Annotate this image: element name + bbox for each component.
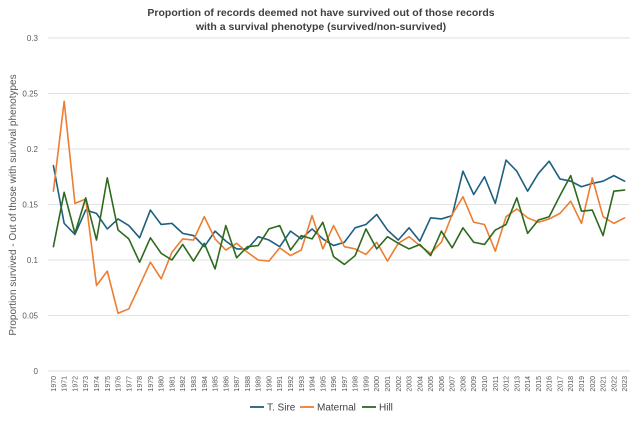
- x-tick-label: 2010: [482, 376, 489, 392]
- chart-title-line1: Proportion of records deemed not have su…: [147, 7, 495, 19]
- x-tick-label: 1983: [191, 376, 198, 392]
- y-tick-label: 0.15: [22, 201, 38, 210]
- y-tick-label: 0.25: [22, 90, 38, 99]
- y-tick-label: 0: [34, 367, 39, 376]
- x-tick-label: 2006: [439, 376, 446, 392]
- x-tick-label: 1993: [299, 376, 306, 392]
- x-tick-label: 1981: [169, 376, 176, 392]
- legend-label: Maternal: [317, 403, 356, 414]
- x-tick-label: 2023: [622, 376, 629, 392]
- x-tick-label: 2009: [471, 376, 478, 392]
- x-tick-label: 2008: [460, 376, 467, 392]
- x-tick-label: 2018: [568, 376, 575, 392]
- x-tick-label: 2002: [396, 376, 403, 392]
- series-line-maternal: [52, 100, 626, 315]
- x-tick-label: 1979: [148, 376, 155, 392]
- series-line-hill: [52, 174, 626, 270]
- x-tick-label: 1972: [72, 376, 79, 392]
- y-tick-label: 0.05: [22, 312, 38, 321]
- x-tick-label: 1986: [223, 376, 230, 392]
- x-tick-label: 2004: [417, 376, 424, 392]
- x-tick-label: 1994: [310, 376, 317, 392]
- x-tick-label: 1991: [277, 376, 284, 392]
- legend-label: Hill: [379, 403, 393, 414]
- x-tick-label: 2013: [514, 376, 521, 392]
- x-tick-label: 2014: [525, 376, 532, 392]
- x-tick-label: 2011: [493, 376, 500, 391]
- legend-label: T. Sire: [267, 403, 296, 414]
- x-tick-label: 2021: [601, 376, 608, 392]
- x-tick-label: 2007: [450, 376, 457, 392]
- x-tick-label: 1997: [342, 376, 349, 392]
- x-tick-label: 1978: [137, 376, 144, 392]
- y-tick-label: 0.3: [27, 34, 39, 43]
- x-axis-ticks: 1970 1971 1972 1973 1974 1975 1976 1977 1978 1979…: [51, 376, 629, 392]
- x-tick-label: 1995: [320, 376, 327, 392]
- x-tick-label: 2022: [611, 376, 618, 392]
- x-tick-label: 1973: [83, 376, 90, 392]
- chart-title: Proportion of records deemed not have su…: [0, 6, 642, 34]
- x-tick-label: 2020: [590, 376, 597, 392]
- x-tick-label: 1992: [288, 376, 295, 392]
- x-tick-label: 2019: [579, 376, 586, 392]
- x-tick-label: 2005: [428, 376, 435, 392]
- x-tick-label: 2016: [547, 376, 554, 392]
- x-tick-label: 2003: [407, 376, 414, 392]
- x-tick-label: 1975: [105, 376, 112, 392]
- x-tick-label: 1974: [94, 376, 101, 392]
- legend: T. Sire Maternal Hill: [250, 403, 393, 414]
- y-axis-ticks: 0 0.05 0.1 0.15 0.2 0.25 0.3: [22, 34, 38, 376]
- x-tick-label: 1976: [116, 376, 123, 392]
- x-tick-label: 1980: [159, 376, 166, 392]
- x-tick-label: 2017: [557, 376, 564, 392]
- x-tick-label: 1977: [126, 376, 133, 392]
- x-tick-label: 1999: [363, 376, 370, 392]
- x-tick-label: 1970: [51, 376, 58, 392]
- y-tick-label: 0.2: [27, 145, 39, 154]
- x-tick-label: 1988: [245, 376, 252, 392]
- gridlines: [48, 37, 630, 372]
- x-tick-label: 1987: [234, 376, 241, 392]
- x-tick-label: 1996: [331, 376, 338, 392]
- x-tick-label: 1985: [213, 376, 220, 392]
- x-tick-label: 1989: [256, 376, 263, 392]
- y-tick-label: 0.1: [27, 256, 39, 265]
- x-tick-label: 2001: [385, 376, 392, 392]
- series-lines: [52, 100, 626, 315]
- x-tick-label: 1984: [202, 376, 209, 392]
- x-tick-label: 2012: [504, 376, 511, 392]
- x-tick-label: 1982: [180, 376, 187, 392]
- chart-title-line2: with a survival phenotype (survived/non-…: [195, 21, 447, 33]
- x-tick-label: 2015: [536, 376, 543, 392]
- series-line-t-sire: [52, 159, 626, 250]
- x-tick-label: 1971: [62, 376, 69, 392]
- x-tick-label: 1998: [353, 376, 360, 392]
- x-tick-label: 1990: [266, 376, 273, 392]
- x-tick-label: 2000: [374, 376, 381, 392]
- y-axis-label: Proportion survived - Out of those with …: [8, 74, 19, 335]
